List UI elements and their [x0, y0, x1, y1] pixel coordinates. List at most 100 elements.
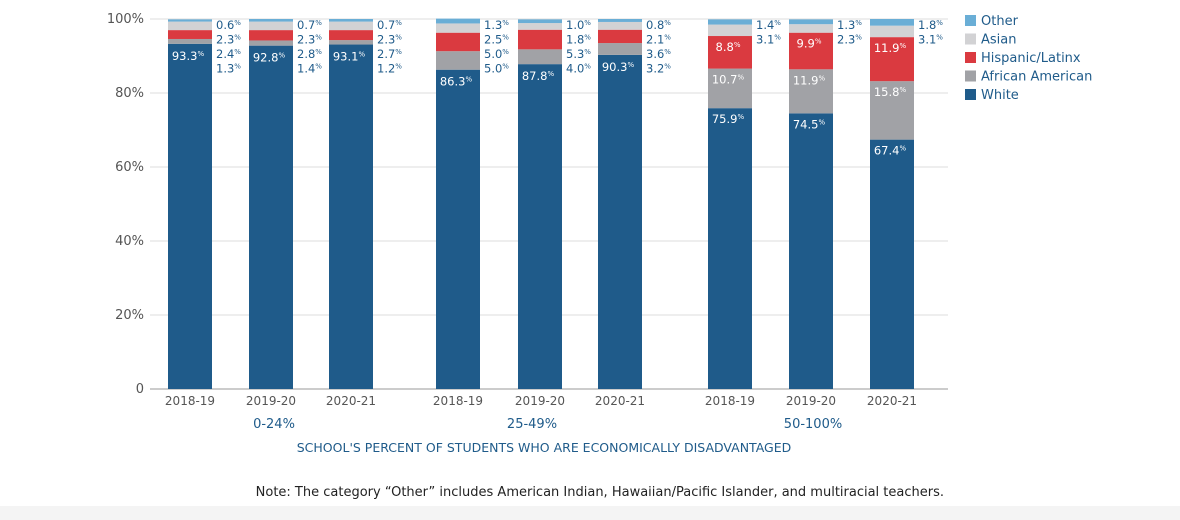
bar-segment-asian — [436, 23, 480, 33]
data-label-other: 1.0% — [566, 18, 591, 32]
data-label-hispanic-latinx: 9.9% — [797, 37, 822, 51]
x-tick-label: 2018-19 — [165, 394, 215, 408]
bar-segment-hispanic-latinx — [598, 29, 642, 44]
bar-segment-hispanic-latinx — [249, 30, 293, 41]
data-label-hispanic-latinx: 8.8% — [716, 40, 741, 54]
bar-segment-white — [598, 54, 642, 389]
data-label-other: 0.7% — [297, 18, 322, 32]
x-tick-label: 2020-21 — [867, 394, 917, 408]
note-text: Note: The category “Other” includes Amer… — [256, 485, 944, 500]
x-tick-label: 2020-21 — [595, 394, 645, 408]
bar-segment-white — [789, 113, 833, 389]
data-label-white: 87.8% — [522, 69, 555, 83]
data-label-other: 1.3% — [484, 18, 509, 32]
y-tick-label: 20% — [115, 308, 144, 323]
bar-segment-hispanic-latinx — [789, 32, 833, 70]
data-label-asian: 2.3% — [297, 33, 322, 47]
data-label-hispanic-latinx: 2.4% — [216, 47, 241, 61]
bar-segment-hispanic-latinx — [436, 32, 480, 52]
data-label-hispanic-latinx: 5.3% — [566, 47, 591, 61]
data-label-other: 1.8% — [918, 18, 943, 32]
data-label-hispanic-latinx: 2.8% — [297, 47, 322, 61]
legend-label: Hispanic/Latinx — [981, 51, 1081, 66]
data-label-white: 93.1% — [333, 50, 366, 64]
bar-segment-white — [870, 139, 914, 389]
bar-segment-african-american — [249, 40, 293, 46]
data-label-other: 0.6% — [216, 18, 241, 32]
data-label-white: 86.3% — [440, 75, 473, 89]
group-label: 25-49% — [507, 417, 557, 432]
bar-segment-asian — [708, 24, 752, 37]
data-label-white: 74.5% — [793, 117, 826, 131]
legend-label: White — [981, 88, 1019, 103]
data-label-hispanic-latinx: 3.6% — [646, 47, 671, 61]
bottom-strip — [0, 506, 1180, 520]
legend-label: African American — [981, 70, 1092, 85]
data-label-asian: 3.1% — [918, 33, 943, 47]
group-label: 50-100% — [784, 417, 842, 432]
x-tick-label: 2020-21 — [326, 394, 376, 408]
bar-segment-asian — [249, 21, 293, 31]
data-label-african-american: 4.0% — [566, 62, 591, 76]
bar-segment-hispanic-latinx — [870, 37, 914, 82]
data-label-asian: 2.5% — [484, 33, 509, 47]
data-label-white: 67.4% — [874, 144, 907, 158]
bar-segment-white — [436, 69, 480, 389]
data-label-other: 1.3% — [837, 18, 862, 32]
data-label-asian: 2.3% — [216, 33, 241, 47]
bar-segment-african-american — [168, 38, 212, 44]
bar-segment-african-american — [789, 69, 833, 114]
bar-segment-asian — [518, 23, 562, 30]
data-label-white: 75.9% — [712, 112, 745, 126]
data-label-african-american: 1.2% — [377, 62, 402, 76]
bar-segment-other — [708, 19, 752, 25]
bar-segment-african-american — [436, 51, 480, 70]
y-tick-label: 80% — [115, 86, 144, 101]
data-label-african-american: 1.4% — [297, 62, 322, 76]
bar-segment-white — [168, 43, 212, 389]
group-label: 0-24% — [253, 417, 295, 432]
bar-segment-african-american — [870, 81, 914, 140]
data-label-hispanic-latinx: 11.9% — [874, 41, 907, 55]
x-tick-label: 2019-20 — [786, 394, 836, 408]
bar-segment-hispanic-latinx — [329, 30, 373, 41]
data-label-african-american: 5.0% — [484, 62, 509, 76]
legend-swatch — [965, 33, 976, 45]
bar-segment-other — [870, 19, 914, 26]
legend-swatch — [965, 70, 976, 82]
data-label-african-american: 3.2% — [646, 62, 671, 76]
data-label-african-american: 1.3% — [216, 62, 241, 76]
bar-segment-other — [168, 19, 212, 22]
x-tick-label: 2019-20 — [515, 394, 565, 408]
bar-segment-other — [329, 19, 373, 22]
legend-swatch — [965, 52, 976, 63]
legend-label: Other — [981, 14, 1019, 29]
data-label-asian: 2.3% — [837, 33, 862, 47]
bar-segment-white — [518, 64, 562, 389]
data-label-hispanic-latinx: 2.7% — [377, 47, 402, 61]
data-label-white: 93.3% — [172, 49, 205, 63]
data-label-white: 92.8% — [253, 51, 286, 65]
bar-segment-hispanic-latinx — [168, 30, 212, 39]
data-label-african-american: 15.8% — [874, 85, 907, 99]
y-tick-label: 60% — [115, 160, 144, 175]
y-tick-label: 40% — [115, 234, 144, 249]
bar-segment-other — [436, 18, 480, 24]
x-tick-label: 2019-20 — [246, 394, 296, 408]
data-label-asian: 1.8% — [566, 33, 591, 47]
data-label-hispanic-latinx: 5.0% — [484, 47, 509, 61]
data-label-other: 0.8% — [646, 18, 671, 32]
bar-segment-other — [518, 19, 562, 24]
legend-swatch — [965, 89, 976, 100]
bar-segment-other — [789, 19, 833, 25]
bar-segment-african-american — [329, 40, 373, 45]
bar-segment-hispanic-latinx — [708, 36, 752, 69]
bar-segment-african-american — [708, 68, 752, 109]
bar-segment-other — [249, 19, 293, 22]
bar-segment-african-american — [518, 49, 562, 65]
data-label-other: 0.7% — [377, 18, 402, 32]
data-label-african-american: 11.9% — [793, 73, 826, 87]
bar-segment-asian — [598, 21, 642, 30]
x-tick-label: 2018-19 — [433, 394, 483, 408]
